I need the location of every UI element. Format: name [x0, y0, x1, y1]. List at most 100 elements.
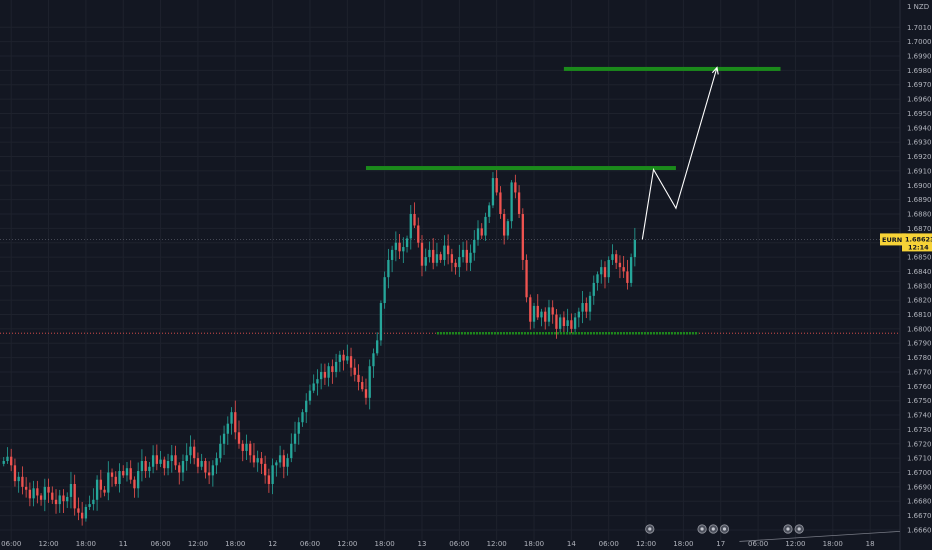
- candle-body: [529, 297, 532, 322]
- price-tick-label: 1.69000: [907, 182, 932, 190]
- candle-body: [178, 465, 181, 473]
- price-tag: 1.68623: [905, 235, 932, 243]
- time-axis[interactable]: 06:00 12:00 18:00 11 06:00 12:00 18:00 12 06:00 1…: [1, 540, 874, 548]
- candle-body: [405, 238, 409, 248]
- time-tick-label: 06:00: [300, 540, 320, 548]
- candle-body: [290, 443, 293, 459]
- currency-label: 1 NZD: [907, 3, 929, 11]
- candle-body: [510, 182, 513, 222]
- event-icon-dot: [700, 527, 704, 531]
- candle-body: [144, 461, 147, 472]
- key-levels[interactable]: [365, 66, 781, 335]
- price-tick-label: 1.68900: [907, 196, 932, 204]
- resistance-level: [365, 166, 676, 171]
- candle-body: [581, 303, 584, 312]
- event-markers[interactable]: [645, 524, 901, 542]
- price-axis[interactable]: 1.70100 1.70000 1.69900 1.69800 1.69700 1.696…: [899, 0, 932, 550]
- time-tick-label: 06:00: [599, 540, 619, 548]
- candle-body: [28, 489, 32, 499]
- projection-path[interactable]: [641, 66, 719, 240]
- candle-body: [234, 412, 237, 433]
- candle-body: [163, 459, 166, 469]
- candle-body: [17, 476, 20, 482]
- time-tick-label: 18:00: [524, 540, 544, 548]
- candle-body: [473, 239, 476, 253]
- price-tick-label: 1.68100: [907, 311, 932, 319]
- time-tick-label: 18:00: [375, 540, 395, 548]
- candle-body: [215, 458, 218, 466]
- time-tick-label: 06:00: [748, 540, 768, 548]
- candle-body: [372, 353, 375, 367]
- candle-body: [618, 262, 622, 268]
- price-tick-label: 1.70100: [907, 24, 932, 32]
- time-tick-label: 12:00: [38, 540, 58, 548]
- candle-body: [193, 446, 196, 459]
- time-tick-label: 06:00: [449, 540, 469, 548]
- candle-body: [293, 433, 297, 444]
- candle-body: [331, 366, 334, 372]
- candle-body: [469, 252, 472, 263]
- price-tick-label: 1.67900: [907, 340, 932, 348]
- candles: [2, 166, 637, 526]
- candle-body: [626, 271, 629, 283]
- time-tick-label: 12:00: [487, 540, 507, 548]
- price-tick-label: 1.69200: [907, 153, 932, 161]
- candle-body: [230, 412, 233, 424]
- candle-body: [222, 433, 226, 444]
- candle-body: [435, 254, 439, 263]
- candle-body: [200, 461, 203, 467]
- candle-body: [603, 267, 607, 278]
- candle-body: [286, 458, 289, 467]
- event-icon-dot: [786, 527, 790, 531]
- candle-body: [282, 455, 285, 467]
- candle-body: [32, 488, 35, 499]
- projection-arrowhead: [711, 66, 719, 75]
- price-tick-label: 1.67000: [907, 469, 932, 477]
- candle-body: [88, 504, 91, 507]
- ghost-trend-line: [739, 530, 901, 542]
- price-tick-label: 1.68800: [907, 210, 932, 218]
- candle-body: [402, 247, 405, 252]
- candle-body: [376, 340, 379, 354]
- candle-body: [476, 228, 480, 240]
- candle-body: [114, 476, 117, 484]
- candle-body: [185, 455, 188, 462]
- candle-body: [125, 468, 129, 476]
- candle-body: [446, 245, 450, 255]
- candle-body: [536, 305, 539, 318]
- candle-body: [323, 371, 327, 378]
- candle-body: [54, 499, 58, 505]
- price-tick-label: 1.67400: [907, 412, 932, 420]
- candle-body: [189, 446, 192, 456]
- candle-body: [491, 178, 495, 206]
- candle-body: [517, 192, 521, 214]
- candle-body: [155, 455, 159, 464]
- time-tick-label: 18:00: [225, 540, 245, 548]
- time-tick-label: 12:00: [785, 540, 805, 548]
- time-tick-label: 12:00: [636, 540, 656, 548]
- candle-body: [424, 257, 427, 266]
- candle-body: [73, 483, 76, 509]
- candle-body: [607, 259, 610, 278]
- price-tick-label: 1.69800: [907, 67, 932, 75]
- time-tick-label: 18:00: [673, 540, 693, 548]
- candle-body: [21, 476, 24, 487]
- price-tick-label: 1.67100: [907, 455, 932, 463]
- candle-body: [92, 499, 95, 505]
- candle-body: [39, 495, 43, 500]
- price-tick-label: 1.66900: [907, 483, 932, 491]
- candle-body: [62, 495, 65, 502]
- candle-body: [110, 472, 114, 477]
- candle-body: [166, 461, 170, 469]
- candle-body: [461, 249, 465, 258]
- candle-body: [196, 458, 200, 467]
- price-tick-label: 1.69300: [907, 139, 932, 147]
- candle-body: [499, 192, 502, 214]
- candle-body: [84, 506, 88, 519]
- candle-body: [346, 356, 349, 361]
- candle-body: [394, 242, 398, 250]
- time-tick-label: 12: [268, 540, 277, 548]
- projection-line: [641, 67, 718, 240]
